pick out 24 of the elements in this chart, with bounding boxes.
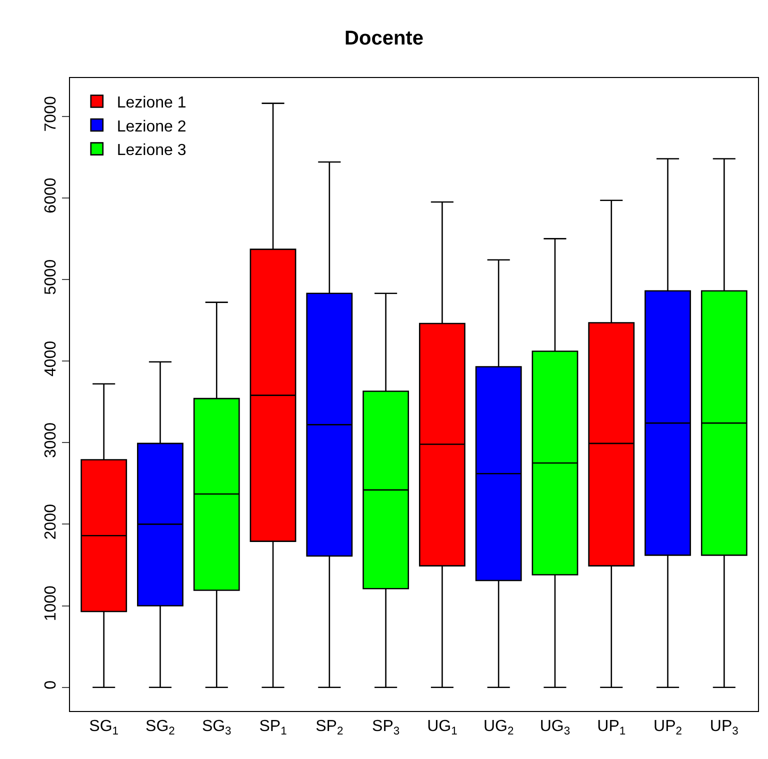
chart-title: Docente bbox=[344, 27, 424, 50]
x-tick-label: UG$_{3}$ bbox=[540, 718, 570, 738]
y-tick-label: 5000 bbox=[42, 259, 60, 295]
y-tick-label: 2000 bbox=[42, 504, 60, 540]
x-tick-label: SG$_{3}$ bbox=[202, 718, 232, 738]
y-tick-label: 1000 bbox=[42, 585, 60, 622]
y-tick-label: 6000 bbox=[42, 178, 60, 214]
x-tick-label: SP$_{1}$ bbox=[259, 718, 287, 738]
x-tick-label: UG$_{1}$ bbox=[427, 718, 458, 738]
legend-label: Lezione 2 bbox=[116, 118, 186, 136]
x-tick-label: SP$_{3}$ bbox=[372, 718, 400, 738]
x-tick-label: UG$_{2}$ bbox=[483, 718, 514, 738]
legend-label: Lezione 3 bbox=[116, 142, 186, 160]
x-tick-label: SG$_{2}$ bbox=[146, 718, 175, 738]
y-tick-label: 7000 bbox=[42, 96, 60, 132]
x-tick-label: UP$_{1}$ bbox=[597, 718, 626, 738]
x-tick-label: UP$_{2}$ bbox=[654, 718, 682, 738]
x-tick-label: SG$_{1}$ bbox=[89, 718, 119, 738]
legend-label: Lezione 1 bbox=[116, 94, 186, 112]
y-tick-label: 3000 bbox=[42, 422, 60, 458]
x-tick-label: SP$_{2}$ bbox=[316, 718, 344, 738]
y-tick-label: 4000 bbox=[42, 340, 60, 376]
x-tick-label: UP$_{3}$ bbox=[710, 718, 738, 738]
y-tick-label: 0 bbox=[42, 680, 60, 690]
